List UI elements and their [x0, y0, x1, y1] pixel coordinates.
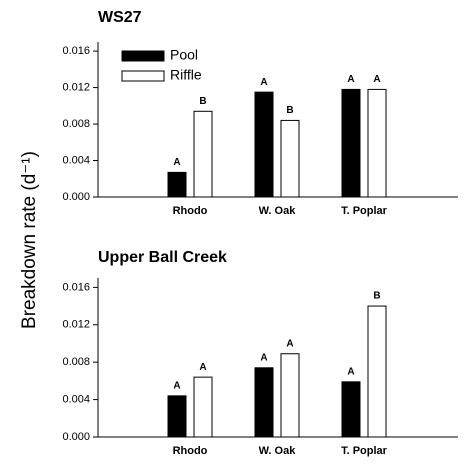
y-tick-label: 0.008: [62, 356, 90, 368]
bar: [341, 88, 361, 198]
y-axis-label: Breakdown rate (d⁻¹): [19, 151, 40, 329]
y-tick-label: 0.000: [62, 191, 90, 203]
bar: [167, 171, 187, 198]
chart-title: WS27: [98, 9, 142, 26]
bar: [367, 88, 387, 198]
chart-title: Upper Ball Creek: [98, 249, 227, 266]
y-tick-label: 0.012: [62, 81, 90, 93]
bar: [167, 395, 187, 438]
y-tick-label: 0.008: [62, 118, 90, 130]
legend-swatch: [121, 70, 165, 82]
y-tick-label: 0.016: [62, 281, 90, 293]
y-tick-label: 0.004: [62, 154, 90, 166]
y-tick-label: 0.000: [62, 431, 90, 443]
bar: [193, 110, 213, 198]
bar: [254, 367, 274, 438]
bar: [367, 305, 387, 438]
legend-swatch: [121, 50, 165, 62]
x-tick-label: W. Oak: [259, 205, 297, 217]
x-tick-label: T. Poplar: [341, 445, 388, 457]
x-tick-label: W. Oak: [259, 445, 297, 457]
significance-letter: A: [260, 352, 267, 363]
significance-letter: A: [260, 77, 267, 88]
significance-letter: A: [173, 157, 180, 168]
bar: [341, 381, 361, 438]
bar: [193, 376, 213, 438]
legend-label: Pool: [170, 47, 198, 63]
bar: [280, 119, 300, 198]
significance-letter: B: [373, 291, 380, 302]
significance-letter: A: [347, 366, 354, 377]
y-tick-label: 0.012: [62, 319, 90, 331]
significance-letter: A: [286, 338, 293, 349]
legend-label: Riffle: [170, 67, 202, 83]
significance-letter: A: [347, 74, 354, 85]
y-tick-label: 0.016: [62, 45, 90, 57]
significance-letter: A: [173, 380, 180, 391]
x-tick-label: Rhodo: [173, 445, 208, 457]
bar: [280, 353, 300, 438]
x-tick-label: Rhodo: [173, 205, 208, 217]
y-tick-label: 0.004: [62, 393, 90, 405]
significance-letter: B: [286, 105, 293, 116]
bar: [254, 91, 274, 198]
significance-letter: B: [199, 96, 206, 107]
x-tick-label: T. Poplar: [341, 205, 388, 217]
significance-letter: A: [373, 74, 380, 85]
significance-letter: A: [199, 362, 206, 373]
